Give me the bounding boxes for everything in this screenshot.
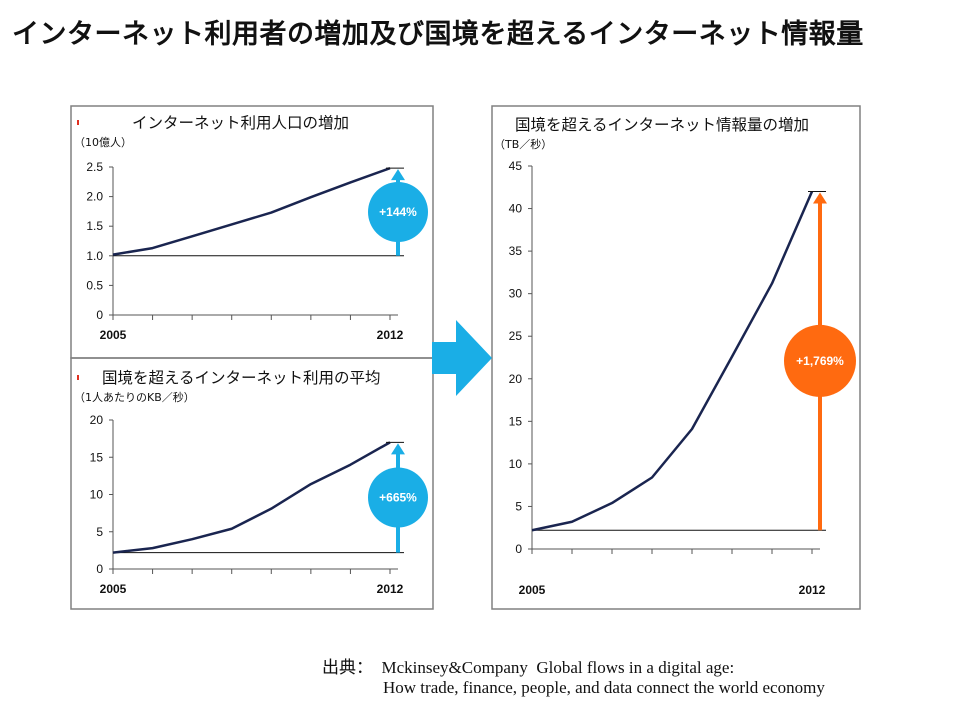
y-tick-label: 20 [90,413,104,427]
y-tick-label: 5 [515,499,522,513]
x-tick-label: 2012 [377,328,404,342]
chart-title: 国境を超えるインターネット利用の平均 [102,368,381,387]
series-line [112,441,391,554]
y-tick-label: 1.0 [86,249,103,263]
source-line-2: How trade, finance, people, and data con… [383,678,825,697]
slide-title: インターネット利用者の増加及び国境を超えるインターネット情報量 [12,19,864,50]
unit-label: （TB／秒） [494,137,552,151]
growth-bubble [368,467,428,528]
y-tick-label: 5 [96,525,103,539]
y-tick-label: 20 [509,372,523,386]
y-tick-label: 0 [96,562,103,576]
growth-label: +144% [379,205,417,219]
growth-label: +1,769% [796,354,844,368]
series-line [531,191,814,532]
chart-users: インターネット利用人口の増加（10億人） 0 0.5 1.0 1.5 2.0 2.5 2005… [74,114,428,342]
y-tick-label: 0 [515,542,522,556]
y-tick-label: 0 [96,308,103,322]
y-tick-label: 25 [509,329,523,343]
y-tick-label: 35 [509,244,523,258]
growth-arrow-head-icon [813,192,827,204]
y-tick-label: 2.5 [86,160,103,174]
panel-traffic-border [491,105,861,610]
chart-traffic: 国境を超えるインターネット情報量の増加 （TB／秒） 0 5 10 15 20 25 30 35 4… [494,115,856,597]
series-line [112,167,391,256]
y-tick-label: 0.5 [86,278,103,292]
x-tick-label: 2005 [100,582,127,596]
growth-bubble [784,324,856,397]
y-tick-label: 40 [509,202,523,216]
title-marker [77,375,79,380]
title-marker [77,120,79,125]
unit-label: （10億人） [74,136,132,149]
x-tick-label: 2005 [519,583,546,597]
growth-arrow-head-icon [391,169,405,181]
x-tick-label: 2012 [377,582,404,596]
flow-arrow-icon [432,320,492,396]
y-tick-label: 15 [90,450,104,464]
y-tick-label: 10 [90,488,104,502]
chart-title: 国境を超えるインターネット情報量の増加 [515,115,809,134]
y-tick-label: 30 [509,287,523,301]
x-tick-label: 2012 [799,583,826,597]
y-tick-label: 2.0 [86,190,103,204]
unit-label: （1人あたりのKB／秒） [74,390,195,404]
y-tick-label: 45 [509,159,523,173]
y-tick-label: 1.5 [86,219,103,233]
y-tick-label: 10 [509,457,523,471]
growth-arrow-head-icon [391,443,405,455]
panel-avg-border [70,357,434,610]
x-tick-label: 2005 [100,328,127,342]
growth-bubble [368,181,428,242]
source-line-1: 出典： Mckinsey&Company Global flows in a d… [322,658,735,677]
chart-avg: 国境を超えるインターネット利用の平均 （1人あたりのKB／秒） 0 5 10 15 20 20… [74,368,428,596]
growth-label: +665% [379,490,417,504]
chart-title: インターネット利用人口の増加 [132,114,349,132]
y-tick-label: 15 [509,414,523,428]
